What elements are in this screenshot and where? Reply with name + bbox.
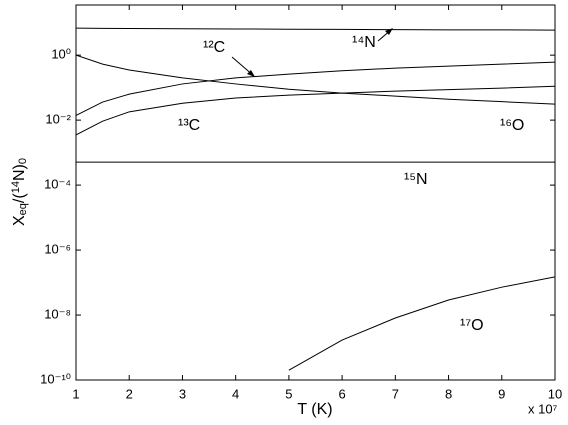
series-label: ¹²C bbox=[203, 39, 225, 56]
y-tick-label: 10⁻⁸ bbox=[44, 306, 71, 321]
x-tick-label: 6 bbox=[338, 386, 345, 401]
y-tick-label: 10⁻⁶ bbox=[44, 242, 71, 257]
series-line bbox=[288, 276, 555, 371]
x-tick-label: 8 bbox=[445, 386, 452, 401]
x-tick-label: 4 bbox=[232, 386, 239, 401]
x-tick-label: 10 bbox=[548, 386, 562, 401]
x-axis-label: T (K) bbox=[297, 401, 332, 418]
x-tick-label: 5 bbox=[285, 386, 292, 401]
series-line bbox=[76, 85, 555, 136]
x-tick-label: 7 bbox=[392, 386, 399, 401]
x-tick-label: 9 bbox=[498, 386, 505, 401]
series-label: ¹⁶O bbox=[500, 117, 524, 134]
y-axis-label-part: 14 bbox=[10, 181, 22, 193]
y-tick-label: 10⁻² bbox=[45, 112, 71, 127]
arrow-head bbox=[247, 70, 255, 77]
y-axis-label-part: eq bbox=[17, 203, 29, 215]
x-tick-label: 1 bbox=[72, 386, 79, 401]
y-tick-label: 10⁻⁴ bbox=[44, 177, 71, 192]
y-axis-label-part: /( bbox=[11, 193, 28, 203]
y-axis-label: Xeq/(14N)0 bbox=[10, 158, 30, 226]
series-label: ¹⁷O bbox=[460, 317, 484, 334]
y-axis-label-part: N) bbox=[11, 164, 28, 181]
series-label: ¹⁴N bbox=[352, 34, 376, 51]
x-tick-label: 2 bbox=[126, 386, 133, 401]
series-label: ¹⁵N bbox=[404, 171, 428, 188]
y-axis-label-part: 0 bbox=[17, 158, 29, 164]
y-tick-label: 10⁰ bbox=[51, 47, 71, 62]
x-multiplier: x 10⁷ bbox=[528, 401, 558, 416]
x-tick-label: 3 bbox=[179, 386, 186, 401]
plot-frame bbox=[75, 4, 556, 381]
series-line bbox=[76, 54, 555, 105]
y-tick-label: 10⁻¹⁰ bbox=[40, 371, 71, 386]
series-line bbox=[76, 61, 555, 116]
series-label: ¹³C bbox=[178, 117, 200, 134]
series-line bbox=[76, 27, 555, 31]
y-axis-label-part: X bbox=[11, 215, 28, 226]
